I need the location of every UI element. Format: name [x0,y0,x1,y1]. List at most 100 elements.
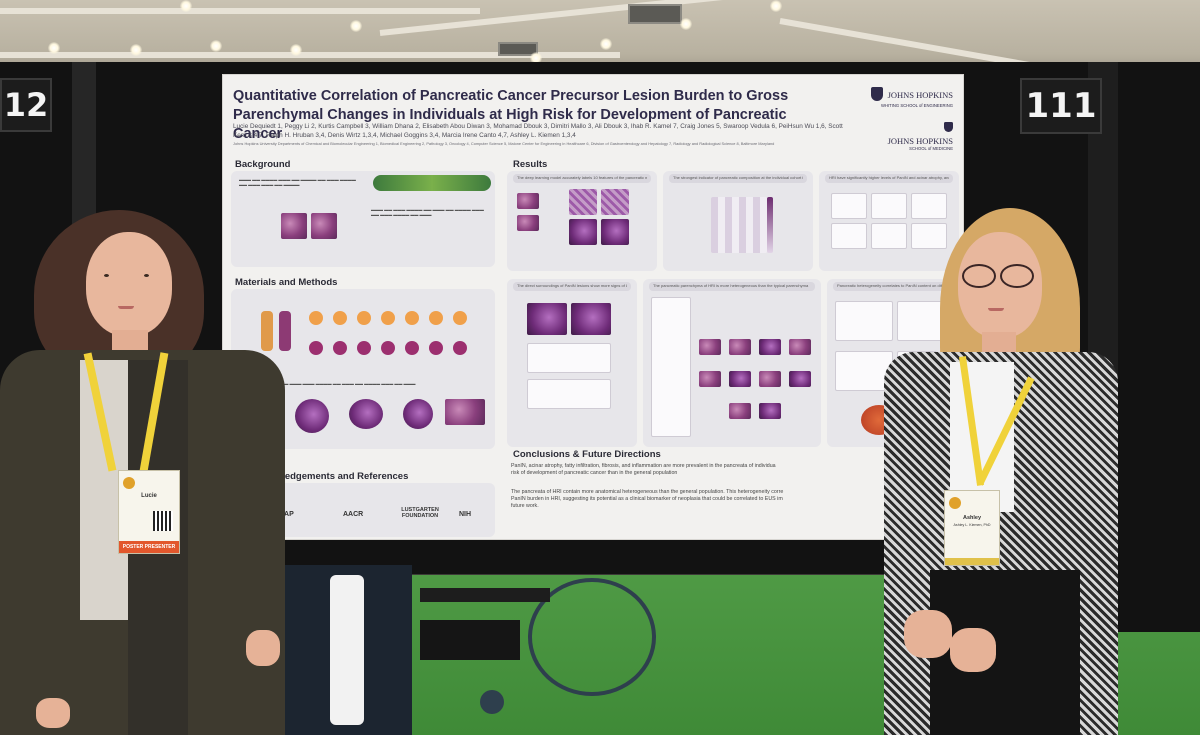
result-caption: The strongest indicator of pancreatic co… [673,175,803,180]
background-text-block: ▬▬▬ ▬▬ ▬▬▬ ▬▬▬▬ ▬▬ ▬▬▬ ▬▬ ▬▬▬▬ ▬▬▬ ▬▬ ▬▬… [371,207,484,217]
histology-image [759,403,781,419]
conclusions-text: PanIN, acinar atrophy, fatty infiltratio… [511,463,961,510]
pie-icon [453,341,467,355]
sponsor-logo: LUSTGARTEN FOUNDATION [401,507,439,519]
ceiling-beam [0,52,620,58]
badge-subtitle: Ashley L. Kiemen, PhD [953,523,991,527]
histology-image [601,189,629,215]
pie-icon [309,311,323,325]
result-panel-2: The strongest indicator of pancreatic co… [663,171,813,271]
poster-title: Quantitative Correlation of Pancreatic C… [233,88,789,142]
result-caption-bar [513,282,631,291]
ceiling-light [530,52,542,64]
result-caption: The pancreatic parenchyma of HRI is more… [653,283,809,288]
methods-text-block: ▬▬ ▬▬▬ ▬▬▬▬ ▬▬ ▬▬▬ ▬▬▬ ▬▬▬▬ ▬▬ ▬▬▬ ▬▬ ▬▬… [241,381,416,386]
hand [36,698,70,728]
ceiling-light [290,44,302,56]
violin-plot [527,379,611,409]
section-acknowledgements: owledgements and References [269,471,409,482]
pie-icon [357,341,371,355]
mouth [988,308,1004,311]
wheelchair-frame [420,588,550,602]
histology-image [569,189,597,215]
bar-chart-column [651,297,691,437]
hand [950,628,996,672]
ceiling-light [48,42,60,54]
glasses-icon [962,264,996,288]
glasses-icon [1000,264,1034,288]
pie-icon [333,341,347,355]
poster-affiliation: Johns Hopkins University Departments of … [233,141,775,146]
ceiling-light [600,38,612,50]
research-poster: Quantitative Correlation of Pancreatic C… [222,74,964,540]
pie-icon [381,341,395,355]
badge-name: Ashley [962,515,982,521]
histology-image [311,213,337,239]
violin-plot [871,193,907,219]
result-caption-bar [669,174,807,183]
name-badge: Ashley Ashley L. Kiemen, PhD [944,490,1000,566]
ceiling-beam [0,8,480,14]
conclusion-line: PanIN, acinar atrophy, fatty infiltratio… [511,463,776,469]
mouth [118,306,134,309]
booth-number-left: 12 [0,78,52,132]
figure-person-icon [279,311,291,351]
violin-plot [911,193,947,219]
ceiling-light [130,44,142,56]
ceiling-light [180,0,192,12]
shield-icon [871,86,884,101]
pie-icon [453,311,467,325]
badge-ribbon: POSTER PRESENTER [119,541,179,553]
hand [904,610,952,658]
pathway-illustration [373,175,491,191]
poster-authors: Lucie Dequiedt 1, Peggy Li 2, Kurtis Cam… [233,123,843,139]
result-caption-bar [513,174,651,183]
ceiling-light [350,20,362,32]
logo-name-top: JOHNS HOPKINS [887,90,953,100]
hand [246,630,280,666]
histology-image [601,219,629,245]
eye [104,274,109,277]
histology-image [571,303,611,335]
histology-image [281,213,307,239]
pie-icon [429,311,443,325]
histology-image [699,339,721,355]
tissue-image [295,399,329,433]
result-caption: The direct surroundings of PanIN lesions… [517,283,627,288]
result-panel-5: The pancreatic parenchyma of HRI is more… [643,279,821,447]
result-caption: Pancreatic heterogeneity correlates to P… [837,283,949,288]
wheelchair-seat [420,620,520,660]
badge-logo-icon [123,477,135,489]
histology-image [729,339,751,355]
histology-image [759,371,781,387]
histology-image [759,339,781,355]
sponsor-logo: NIH [459,511,472,518]
result-caption-bar [833,282,953,291]
section-conclusions: Conclusions & Future Directions [513,449,661,460]
badge-logo-icon [949,497,961,509]
section-materials: Materials and Methods [235,277,338,288]
violin-plot [831,193,867,219]
ceiling-vent [498,42,538,56]
conclusion-line: risk of development of pancreatic cancer… [511,470,678,476]
histology-image [569,219,597,245]
pie-icon [333,311,347,325]
pie-icon [357,311,371,325]
result-caption: The deep learning model accurately label… [517,175,647,180]
ceiling-vent [628,4,682,24]
figure-person-icon [261,311,273,351]
violin-plot [871,223,907,249]
shield-icon [944,121,953,132]
histology-image [729,371,751,387]
pie-icon [309,341,323,355]
wheelchair-caster [480,690,504,714]
conclusion-line: future work. [511,503,539,509]
correlation-matrix [711,197,767,253]
methods-panel: ▬▬ ▬▬▬ ▬▬▬▬ ▬▬ ▬▬▬ ▬▬▬ ▬▬▬▬ ▬▬ ▬▬▬ ▬▬ ▬▬… [231,289,495,449]
violin-plot [527,343,611,373]
badge-ribbon [945,558,999,565]
result-caption-bar [825,174,953,183]
conclusion-line: The pancreata of HRI contain more anatom… [511,489,784,495]
logo-name-bottom: JOHNS HOPKINS [887,136,953,146]
tissue-image [403,399,433,429]
